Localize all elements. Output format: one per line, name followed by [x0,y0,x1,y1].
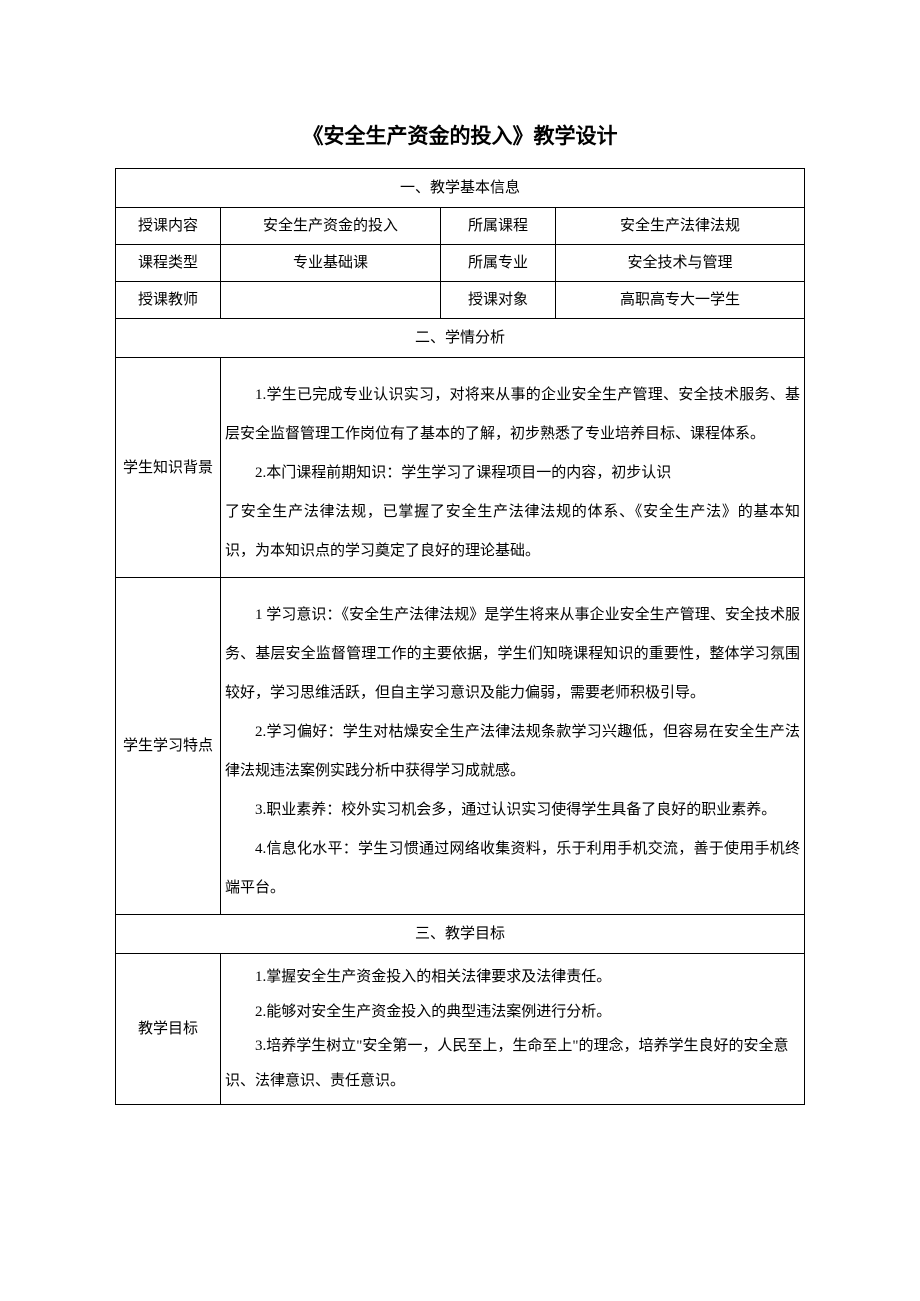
label-major: 所属专业 [441,245,556,282]
value-audience: 高职高专大一学生 [556,282,805,319]
background-p2a: 2.本门课程前期知识：学生学习了课程项目一的内容，初步认识 [225,454,800,493]
info-row-3: 授课教师 授课对象 高职高专大一学生 [116,282,805,319]
char-p1: 1 学习意识：《安全生产法律法规》是学生将来从事企业安全生产管理、安全技术服务、… [225,596,800,713]
label-type: 课程类型 [116,245,221,282]
value-course: 安全生产法律法规 [556,208,805,245]
char-p3: 3.职业素养：校外实习机会多，通过认识实习使得学生具备了良好的职业素养。 [225,791,800,830]
section2-header-row: 二、学情分析 [116,319,805,358]
value-major: 安全技术与管理 [556,245,805,282]
section2-header: 二、学情分析 [116,319,805,358]
section3-header-row: 三、教学目标 [116,915,805,954]
background-p1: 1.学生已完成专业认识实习，对将来从事的企业安全生产管理、安全技术服务、基层安全… [225,376,800,454]
goal-p2: 2.能够对安全生产资金投入的典型违法案例进行分析。 [225,995,800,1030]
characteristics-row: 学生学习特点 1 学习意识：《安全生产法律法规》是学生将来从事企业安全生产管理、… [116,578,805,915]
char-p4: 4.信息化水平：学生习惯通过网络收集资料，乐于利用手机交流，善于使用手机终端平台… [225,830,800,908]
goal-p1: 1.掌握安全生产资金投入的相关法律要求及法律责任。 [225,960,800,995]
value-content: 安全生产资金的投入 [221,208,441,245]
goals-row: 教学目标 1.掌握安全生产资金投入的相关法律要求及法律责任。 2.能够对安全生产… [116,954,805,1105]
label-content: 授课内容 [116,208,221,245]
document-title: 《安全生产资金的投入》教学设计 [115,120,805,150]
label-audience: 授课对象 [441,282,556,319]
goal-p3: 3.培养学生树立"安全第一，人民至上，生命至上"的理念，培养学生良好的安全意识、… [225,1029,800,1098]
info-row-2: 课程类型 专业基础课 所属专业 安全技术与管理 [116,245,805,282]
label-background: 学生知识背景 [116,358,221,578]
label-characteristics: 学生学习特点 [116,578,221,915]
background-content: 1.学生已完成专业认识实习，对将来从事的企业安全生产管理、安全技术服务、基层安全… [221,358,805,578]
value-teacher [221,282,441,319]
label-course: 所属课程 [441,208,556,245]
section1-header-row: 一、教学基本信息 [116,169,805,208]
lesson-plan-table: 一、教学基本信息 授课内容 安全生产资金的投入 所属课程 安全生产法律法规 课程… [115,168,805,1105]
section3-header: 三、教学目标 [116,915,805,954]
background-p2b: 了安全生产法律法规，已掌握了安全生产法律法规的体系、《安全生产法》的基本知识，为… [225,493,800,571]
value-type: 专业基础课 [221,245,441,282]
label-goals: 教学目标 [116,954,221,1105]
info-row-1: 授课内容 安全生产资金的投入 所属课程 安全生产法律法规 [116,208,805,245]
label-teacher: 授课教师 [116,282,221,319]
characteristics-content: 1 学习意识：《安全生产法律法规》是学生将来从事企业安全生产管理、安全技术服务、… [221,578,805,915]
char-p2: 2.学习偏好：学生对枯燥安全生产法律法规条款学习兴趣低，但容易在安全生产法律法规… [225,713,800,791]
section1-header: 一、教学基本信息 [116,169,805,208]
goals-content: 1.掌握安全生产资金投入的相关法律要求及法律责任。 2.能够对安全生产资金投入的… [221,954,805,1105]
background-row: 学生知识背景 1.学生已完成专业认识实习，对将来从事的企业安全生产管理、安全技术… [116,358,805,578]
